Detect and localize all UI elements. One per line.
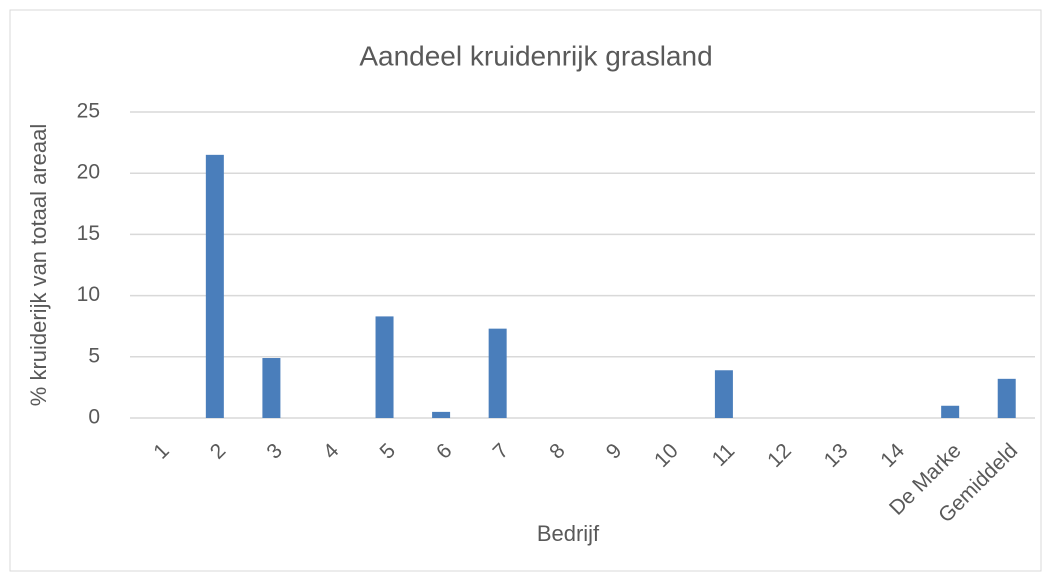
bar [488,328,507,418]
x-axis-label: Bedrijf [537,521,600,546]
y-tick-label: 20 [77,161,100,184]
bar [432,411,451,418]
y-tick-label: 25 [77,100,100,123]
chart-border [9,9,1042,572]
bar [714,370,733,418]
y-axis-label: % kruiderijk van totaal areaal [26,124,51,406]
y-tick-label: 15 [77,222,100,245]
bar [262,358,281,418]
bar [941,405,960,418]
chart-title: Aandeel kruidenrijk grasland [359,40,712,71]
y-tick-label: 5 [88,344,100,367]
bar [997,378,1016,418]
y-tick-label: 10 [77,283,100,306]
bar [205,154,224,418]
y-tick-label: 0 [88,406,100,429]
bar [375,316,394,418]
